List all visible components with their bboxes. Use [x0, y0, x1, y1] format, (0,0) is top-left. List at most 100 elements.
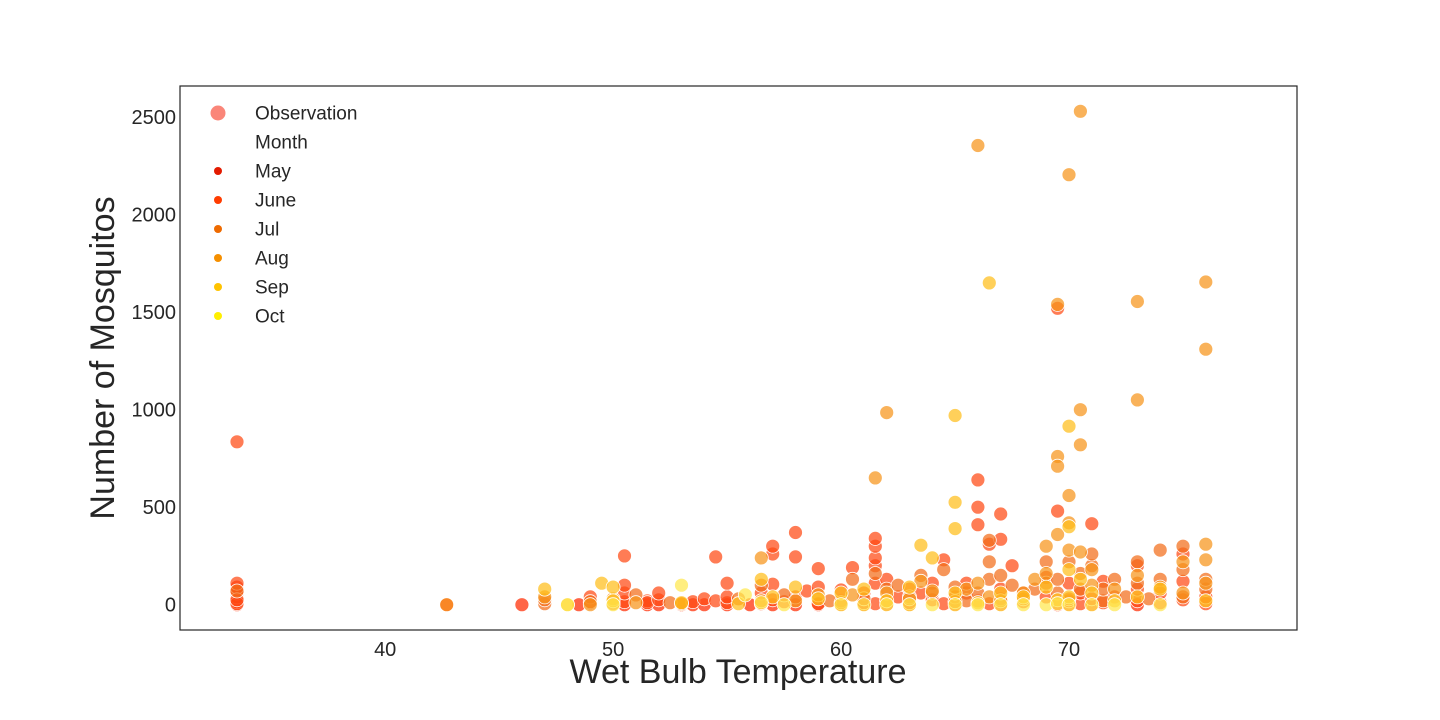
legend-label: Oct	[255, 307, 285, 328]
data-point-jul	[845, 571, 860, 587]
data-point-aug	[582, 597, 598, 613]
data-point-sep	[913, 537, 929, 553]
data-point-aug	[1084, 562, 1100, 577]
data-point-oct	[879, 597, 895, 613]
data-point-jul	[936, 562, 952, 577]
data-point-june	[810, 561, 826, 576]
data-point-aug	[1050, 527, 1065, 542]
data-point-jul	[1175, 538, 1191, 554]
data-point-aug	[1130, 568, 1145, 583]
data-point-oct	[737, 587, 753, 603]
y-axis-label: Number of Mosquitos	[84, 196, 122, 519]
data-point-june	[708, 549, 724, 565]
legend-label: Jul	[255, 220, 279, 241]
legend-label: May	[255, 162, 291, 183]
data-point-june	[229, 434, 245, 450]
data-point-oct	[947, 597, 963, 613]
data-point-aug	[1198, 552, 1214, 568]
data-point-june	[993, 506, 1009, 522]
data-point-oct	[753, 595, 769, 611]
data-point-aug	[1130, 294, 1145, 309]
legend-label: Month	[255, 133, 308, 154]
data-point-sep	[1198, 593, 1214, 609]
data-point-aug	[970, 575, 986, 591]
data-point-jul	[1152, 542, 1168, 558]
data-point-june	[970, 517, 986, 533]
data-point-aug	[1073, 437, 1088, 453]
data-point-sep	[1038, 579, 1054, 595]
data-point-june	[788, 525, 803, 540]
data-point-oct	[902, 597, 917, 613]
data-point-jul	[1130, 554, 1145, 570]
legend-label: June	[255, 191, 296, 212]
data-point-june	[765, 538, 781, 554]
data-point-june	[867, 531, 883, 546]
data-point-june	[970, 499, 986, 515]
data-point-oct	[856, 597, 872, 613]
data-point-aug	[753, 550, 769, 566]
data-point-june	[651, 585, 667, 601]
data-point-sep	[1061, 562, 1077, 577]
data-point-june	[719, 575, 735, 591]
data-point-aug	[1038, 566, 1054, 581]
data-point-sep	[1073, 571, 1088, 587]
data-point-sep	[1061, 418, 1077, 434]
data-point-oct	[924, 597, 940, 613]
data-point-aug	[1130, 392, 1145, 408]
data-point-aug	[1198, 536, 1214, 552]
data-point-sep	[947, 494, 963, 510]
data-point-aug	[867, 470, 883, 486]
y-tick-label: 1000	[132, 400, 177, 422]
data-point-aug	[1038, 538, 1054, 554]
legend-marker	[214, 196, 222, 204]
data-point-sep	[753, 571, 769, 587]
data-point-aug	[1198, 341, 1214, 357]
y-tick-label: 500	[143, 497, 176, 519]
data-point-sep	[1061, 519, 1077, 535]
data-point-aug	[1061, 488, 1077, 503]
legend-marker	[214, 167, 222, 175]
data-point-jul	[229, 583, 245, 599]
data-point-aug	[1073, 544, 1088, 560]
legend-label: Observation	[255, 104, 357, 125]
data-point-june	[1004, 558, 1020, 574]
legend-marker	[214, 283, 222, 291]
data-point-aug	[924, 583, 940, 599]
data-point-aug	[1198, 575, 1214, 591]
data-point-aug	[970, 138, 986, 153]
data-point-aug	[439, 597, 455, 613]
data-point-sep	[788, 579, 803, 595]
x-tick-label: 50	[602, 639, 624, 661]
data-point-aug	[628, 595, 644, 611]
data-point-sep	[674, 595, 689, 611]
data-point-oct	[970, 597, 986, 613]
data-point-oct	[1107, 597, 1122, 613]
legend-label: Sep	[255, 278, 289, 299]
data-point-aug	[1073, 103, 1088, 119]
data-point-sep	[947, 408, 963, 423]
data-point-june	[788, 549, 803, 565]
data-point-aug	[1073, 402, 1088, 418]
data-point-sep	[810, 591, 826, 607]
data-point-jul	[981, 532, 997, 548]
data-point-oct	[1016, 597, 1031, 613]
data-point-oct	[833, 597, 849, 613]
plot-area	[229, 103, 1214, 613]
data-point-sep	[981, 275, 997, 291]
data-point-oct	[993, 597, 1009, 613]
data-point-aug	[1061, 167, 1077, 183]
data-point-jul	[981, 554, 997, 570]
data-point-sep	[902, 579, 917, 595]
legend-marker	[214, 312, 222, 320]
data-point-sep	[856, 581, 872, 597]
data-point-jul	[867, 566, 883, 581]
data-point-oct	[776, 597, 792, 613]
data-point-oct	[1061, 597, 1077, 613]
data-point-sep	[605, 579, 621, 595]
data-point-jul	[1004, 577, 1020, 593]
data-point-aug	[1050, 296, 1065, 312]
data-point-sep	[1152, 581, 1168, 597]
data-point-sep	[947, 521, 963, 536]
data-point-oct	[605, 597, 621, 613]
